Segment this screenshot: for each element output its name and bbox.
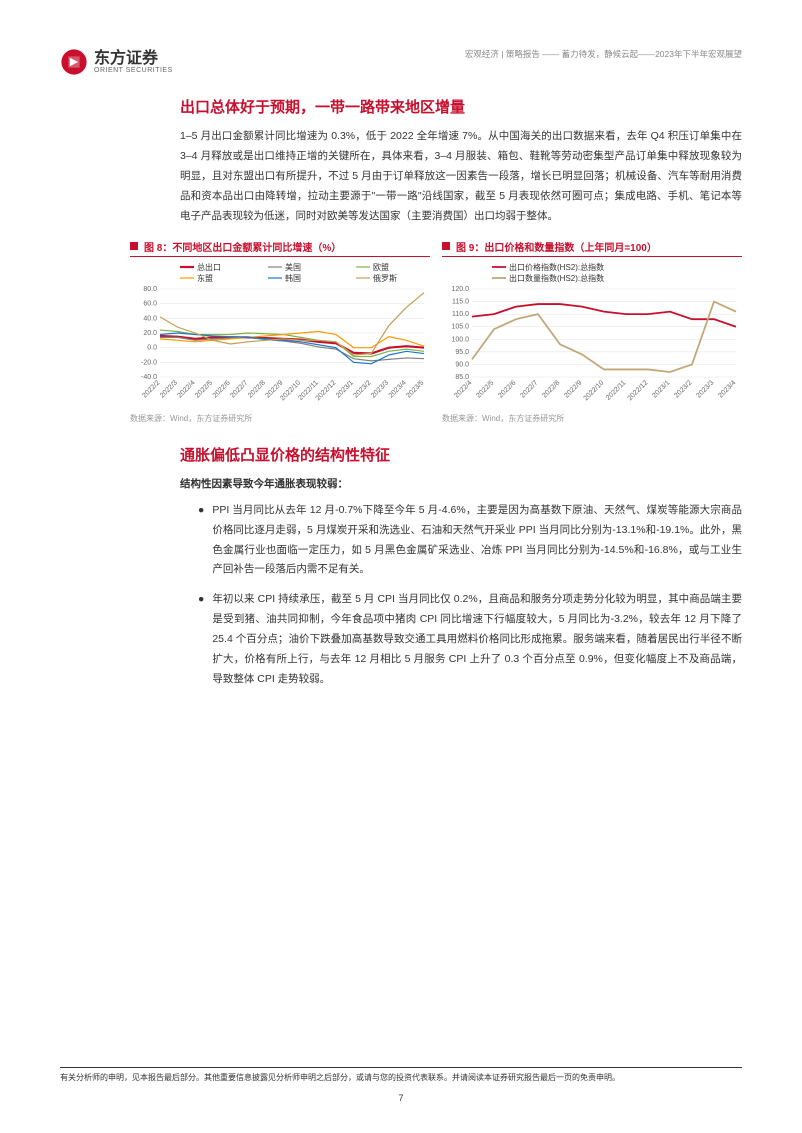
- chart9-container: 图 9：出口价格和数量指数（上年同月=100） 85.090.095.0100.…: [442, 239, 742, 424]
- charts-row: 图 8：不同地区出口金额累计同比增速（%） -40.0-20.00.020.04…: [130, 239, 742, 424]
- footer-disclaimer: 有关分析师的申明，见本报告最后部分。其他重要信息披露见分析师申明之后部分，或请与…: [60, 1072, 742, 1083]
- chart8-source: 数据来源：Wind，东方证券研究所: [130, 413, 430, 424]
- svg-text:出口数量指数(HS2):总指数: 出口数量指数(HS2):总指数: [509, 273, 604, 283]
- chart8-container: 图 8：不同地区出口金额累计同比增速（%） -40.0-20.00.020.04…: [130, 239, 430, 424]
- svg-text:2022/5: 2022/5: [194, 379, 214, 399]
- bullet-text: 年初以来 CPI 持续承压，截至 5 月 CPI 当月同比仅 0.2%，且商品和…: [212, 590, 742, 690]
- svg-text:2022/9: 2022/9: [563, 379, 583, 399]
- bullet-dot-icon: ●: [198, 501, 204, 581]
- company-logo: 东方证券 ORIENT SECURITIES: [60, 48, 173, 76]
- svg-text:90.0: 90.0: [455, 361, 469, 368]
- logo-icon: [60, 48, 88, 76]
- section1-para1: 1–5 月出口金额累计同比增速为 0.3%，低于 2022 全年增速 7%。从中…: [180, 127, 742, 227]
- svg-text:60.0: 60.0: [143, 300, 157, 307]
- svg-text:2023/4: 2023/4: [388, 379, 408, 399]
- svg-text:2023/3: 2023/3: [695, 379, 715, 399]
- svg-text:2022/11: 2022/11: [605, 379, 628, 402]
- bullet-item: ● PPI 当月同比从去年 12 月-0.7%下降至今年 5 月-4.6%，主要…: [180, 501, 742, 581]
- bullet-dot-icon: ●: [198, 590, 204, 690]
- svg-text:0.0: 0.0: [147, 344, 157, 351]
- svg-text:2023/2: 2023/2: [353, 379, 373, 399]
- svg-text:俄罗斯: 俄罗斯: [373, 273, 397, 283]
- svg-text:95.0: 95.0: [455, 349, 469, 356]
- svg-text:2022/6: 2022/6: [497, 379, 517, 399]
- svg-text:总出口: 总出口: [197, 262, 221, 272]
- svg-text:40.0: 40.0: [143, 315, 157, 322]
- svg-text:2022/6: 2022/6: [212, 379, 232, 399]
- svg-text:110.0: 110.0: [452, 311, 469, 318]
- section2-title: 通胀偏低凸显价格的结构性特征: [180, 444, 742, 465]
- chart9-title: 图 9：出口价格和数量指数（上年同月=100）: [456, 239, 657, 254]
- svg-text:2022/3: 2022/3: [159, 379, 179, 399]
- logo-text-cn: 东方证券: [94, 50, 173, 68]
- svg-text:2023/1: 2023/1: [651, 379, 671, 399]
- section2-bullets: ● PPI 当月同比从去年 12 月-0.7%下降至今年 5 月-4.6%，主要…: [180, 501, 742, 690]
- svg-text:115.0: 115.0: [452, 298, 469, 305]
- svg-text:韩国: 韩国: [285, 273, 301, 283]
- page-number: 7: [60, 1093, 742, 1103]
- svg-text:20.0: 20.0: [143, 330, 157, 337]
- bullet-item: ● 年初以来 CPI 持续承压，截至 5 月 CPI 当月同比仅 0.2%，且商…: [180, 590, 742, 690]
- svg-text:东盟: 东盟: [197, 273, 213, 283]
- svg-text:2022/10: 2022/10: [583, 379, 606, 402]
- svg-text:2022/7: 2022/7: [519, 379, 539, 399]
- chart-title-square-icon: [442, 242, 450, 250]
- chart8-title: 图 8：不同地区出口金额累计同比增速（%）: [144, 239, 341, 254]
- svg-text:2022/5: 2022/5: [475, 379, 495, 399]
- svg-text:2022/8: 2022/8: [541, 379, 561, 399]
- svg-text:2022/7: 2022/7: [229, 379, 249, 399]
- svg-text:欧盟: 欧盟: [373, 262, 389, 272]
- svg-text:美国: 美国: [285, 262, 301, 272]
- chart9-svg: 85.090.095.0100.0105.0110.0115.0120.0202…: [442, 261, 742, 411]
- svg-text:2023/2: 2023/2: [673, 379, 693, 399]
- svg-text:2023/4: 2023/4: [717, 379, 737, 399]
- section2-intro: 结构性因素导致今年通胀表现较弱：: [180, 475, 742, 495]
- svg-text:100.0: 100.0: [451, 336, 469, 343]
- svg-text:出口价格指数(HS2):总指数: 出口价格指数(HS2):总指数: [509, 262, 604, 272]
- logo-text-en: ORIENT SECURITIES: [94, 67, 173, 74]
- page-footer: 有关分析师的申明，见本报告最后部分。其他重要信息披露见分析师申明之后部分，或请与…: [60, 1067, 742, 1103]
- svg-text:2022/2: 2022/2: [141, 379, 161, 399]
- page-header: 东方证券 ORIENT SECURITIES 宏观经济 | 策略报告 —— 蓄力…: [60, 48, 742, 76]
- header-meta: 宏观经济 | 策略报告 —— 蓄力待发，静候云起——2023年下半年宏观展望: [465, 48, 742, 60]
- svg-text:2022/8: 2022/8: [247, 379, 267, 399]
- svg-text:2023/3: 2023/3: [370, 379, 390, 399]
- svg-text:2023/5: 2023/5: [405, 379, 425, 399]
- svg-text:2023/1: 2023/1: [335, 379, 355, 399]
- svg-text:2022/4: 2022/4: [453, 379, 473, 399]
- section1-title: 出口总体好于预期，一带一路带来地区增量: [180, 96, 742, 117]
- svg-text:80.0: 80.0: [143, 286, 157, 293]
- svg-text:2022/12: 2022/12: [627, 379, 650, 402]
- chart8-svg: -40.0-20.00.020.040.060.080.02022/22022/…: [130, 261, 430, 411]
- svg-text:2022/4: 2022/4: [177, 379, 197, 399]
- chart9-source: 数据来源：Wind，东方证券研究所: [442, 413, 742, 424]
- svg-text:120.0: 120.0: [451, 286, 469, 293]
- chart-title-square-icon: [130, 242, 138, 250]
- bullet-text: PPI 当月同比从去年 12 月-0.7%下降至今年 5 月-4.6%，主要是因…: [212, 501, 742, 581]
- svg-text:105.0: 105.0: [451, 323, 469, 330]
- svg-text:-20.0: -20.0: [141, 359, 157, 366]
